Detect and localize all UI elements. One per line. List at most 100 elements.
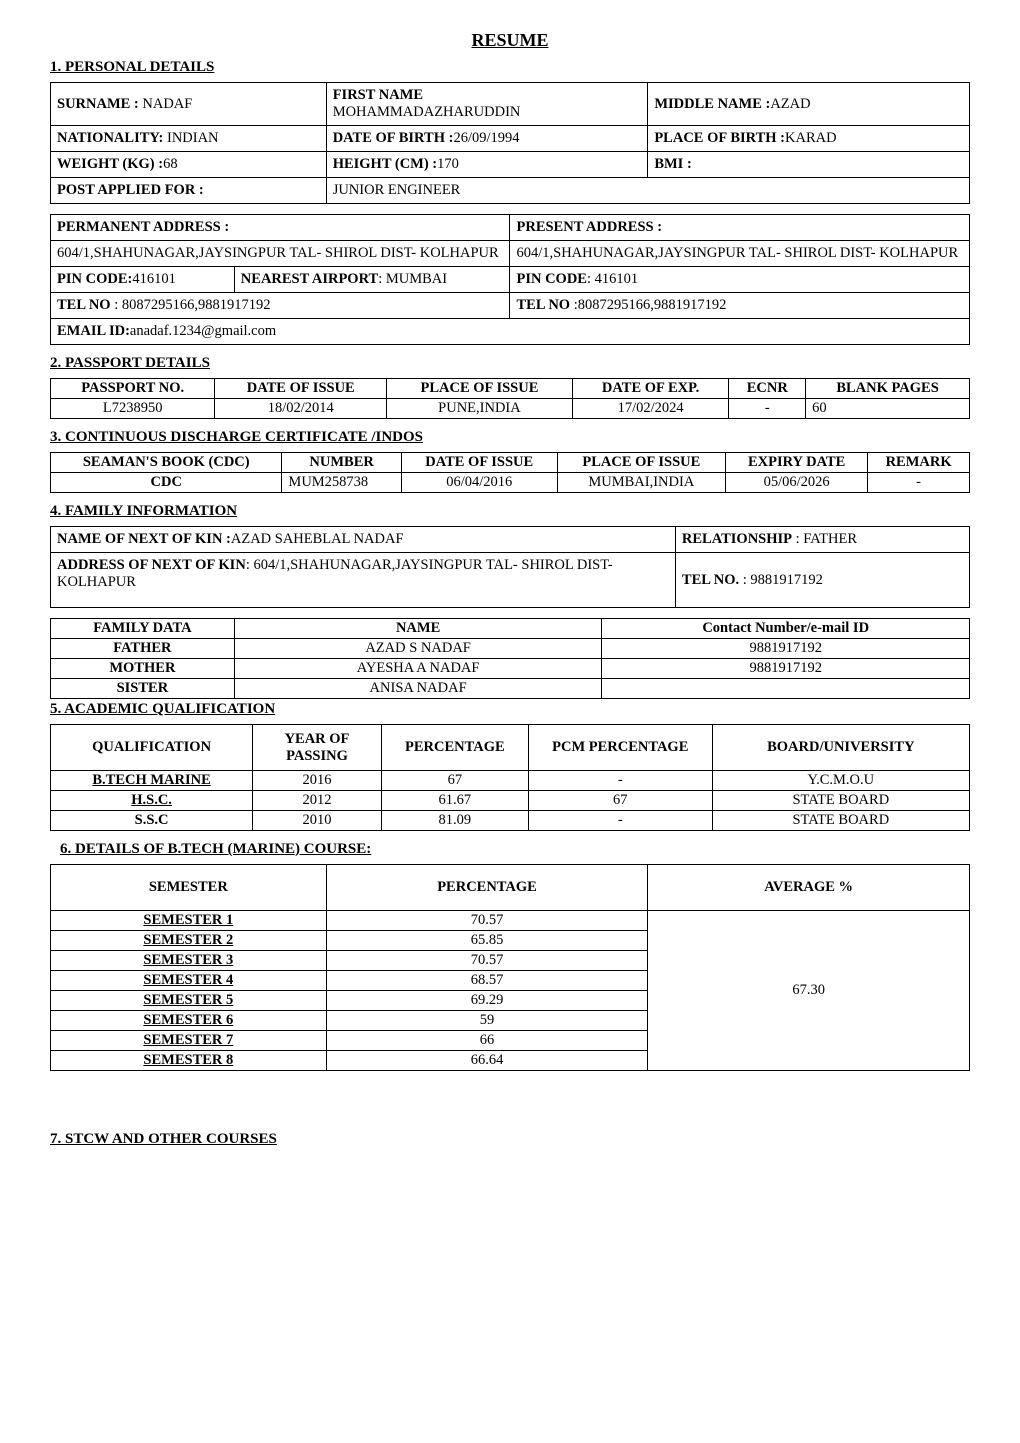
cdc-number: MUM258738 bbox=[282, 473, 401, 493]
sem2-label: SEMESTER 2 bbox=[143, 932, 233, 948]
acad-r2c5: STATE BOARD bbox=[712, 791, 969, 811]
acad-r1c2: 2016 bbox=[253, 771, 382, 791]
tel2-label: TEL NO bbox=[516, 297, 570, 313]
tel1-label: TEL NO bbox=[57, 297, 111, 313]
acad-r2c3: 61.67 bbox=[381, 791, 528, 811]
acad-r1c3: 67 bbox=[381, 771, 528, 791]
acad-h2: YEAR OF PASSING bbox=[253, 725, 382, 771]
family-h1: FAMILY DATA bbox=[51, 619, 235, 639]
personal-table: SURNAME : NADAF FIRST NAMEMOHAMMADAZHARU… bbox=[50, 82, 970, 204]
cdc-table: SEAMAN'S BOOK (CDC) NUMBER DATE OF ISSUE… bbox=[50, 452, 970, 493]
family-h2: NAME bbox=[234, 619, 602, 639]
sem5-label: SEMESTER 5 bbox=[143, 992, 233, 1008]
weight-value: 68 bbox=[163, 156, 178, 172]
acad-r3c2: 2010 bbox=[253, 811, 382, 831]
pincode-label: PIN CODE: bbox=[57, 271, 132, 287]
pob-value: KARAD bbox=[785, 130, 837, 146]
cdc-h3: DATE OF ISSUE bbox=[401, 453, 557, 473]
address-table: PERMANENT ADDRESS : PRESENT ADDRESS : 60… bbox=[50, 214, 970, 345]
passport-h2: DATE OF ISSUE bbox=[215, 379, 387, 399]
family-mother-name: AYESHA A NADAF bbox=[234, 659, 602, 679]
cdc-h6: REMARK bbox=[868, 453, 970, 473]
kin-addr-label: ADDRESS OF NEXT OF KIN bbox=[57, 557, 246, 573]
airport-label: NEAREST AIRPORT bbox=[241, 271, 378, 287]
section-cdc: 3. CONTINUOUS DISCHARGE CERTIFICATE /IND… bbox=[50, 429, 970, 446]
btech-h2: PERCENTAGE bbox=[326, 865, 648, 911]
pres-address-value: 604/1,SHAHUNAGAR,JAYSINGPUR TAL- SHIROL … bbox=[510, 241, 970, 267]
acad-h5: BOARD/UNIVERSITY bbox=[712, 725, 969, 771]
acad-r2c1: H.S.C. bbox=[51, 791, 253, 811]
passport-doe: 17/02/2024 bbox=[572, 399, 729, 419]
cdc-h2: NUMBER bbox=[282, 453, 401, 473]
sem8-label: SEMESTER 8 bbox=[143, 1052, 233, 1068]
sem6-pct: 59 bbox=[326, 1011, 648, 1031]
dob-label: DATE OF BIRTH : bbox=[333, 130, 454, 146]
dob-value: 26/09/1994 bbox=[453, 130, 519, 146]
cdc-poi: MUMBAI,INDIA bbox=[557, 473, 726, 493]
family-sister-contact bbox=[602, 679, 970, 699]
acad-r3c1: S.S.C bbox=[51, 811, 253, 831]
sem4-label: SEMESTER 4 bbox=[143, 972, 233, 988]
kin-rel-value: : FATHER bbox=[792, 531, 857, 547]
sem2-pct: 65.85 bbox=[326, 931, 648, 951]
family-father-contact: 9881917192 bbox=[602, 639, 970, 659]
sem4-pct: 68.57 bbox=[326, 971, 648, 991]
cdc-doi: 06/04/2016 bbox=[401, 473, 557, 493]
sem7-pct: 66 bbox=[326, 1031, 648, 1051]
passport-no: L7238950 bbox=[51, 399, 215, 419]
section-academic: 5. ACADEMIC QUALIFICATION bbox=[50, 701, 970, 718]
kin-name-value: AZAD SAHEBLAL NADAF bbox=[231, 531, 404, 547]
kin-name-label: NAME OF NEXT OF KIN : bbox=[57, 531, 231, 547]
acad-h3: PERCENTAGE bbox=[381, 725, 528, 771]
acad-r3c4: - bbox=[528, 811, 712, 831]
cdc-remark: - bbox=[868, 473, 970, 493]
sem6-label: SEMESTER 6 bbox=[143, 1012, 233, 1028]
passport-h4: DATE OF EXP. bbox=[572, 379, 729, 399]
passport-h1: PASSPORT NO. bbox=[51, 379, 215, 399]
acad-r1c5: Y.C.M.O.U bbox=[712, 771, 969, 791]
cdc-h5: EXPIRY DATE bbox=[726, 453, 868, 473]
sem3-pct: 70.57 bbox=[326, 951, 648, 971]
sem1-label: SEMESTER 1 bbox=[143, 912, 233, 928]
passport-ecnr: - bbox=[729, 399, 806, 419]
btech-table: SEMESTER PERCENTAGE AVERAGE % SEMESTER 1… bbox=[50, 864, 970, 1071]
family-father-name: AZAD S NADAF bbox=[234, 639, 602, 659]
passport-poi: PUNE,INDIA bbox=[387, 399, 573, 419]
acad-r2c4: 67 bbox=[528, 791, 712, 811]
acad-r1c4: - bbox=[528, 771, 712, 791]
kin-tel-value: : 9881917192 bbox=[739, 572, 823, 588]
passport-table: PASSPORT NO. DATE OF ISSUE PLACE OF ISSU… bbox=[50, 378, 970, 419]
acad-r1c1: B.TECH MARINE bbox=[51, 771, 253, 791]
passport-h5: ECNR bbox=[729, 379, 806, 399]
perm-address-value: 604/1,SHAHUNAGAR,JAYSINGPUR TAL- SHIROL … bbox=[51, 241, 510, 267]
surname-label: SURNAME : bbox=[57, 96, 139, 112]
acad-r2c2: 2012 bbox=[253, 791, 382, 811]
pincode2-label: PIN CODE bbox=[516, 271, 587, 287]
post-value: JUNIOR ENGINEER bbox=[326, 178, 969, 204]
passport-h3: PLACE OF ISSUE bbox=[387, 379, 573, 399]
section-stcw: 7. STCW AND OTHER COURSES bbox=[50, 1131, 970, 1148]
family-father-label: FATHER bbox=[51, 639, 235, 659]
surname-value: NADAF bbox=[139, 96, 193, 112]
family-mother-label: MOTHER bbox=[51, 659, 235, 679]
pincode2-value: : 416101 bbox=[587, 271, 638, 287]
height-value: 170 bbox=[437, 156, 459, 172]
pincode-value: 416101 bbox=[132, 271, 176, 287]
sem1-pct: 70.57 bbox=[326, 911, 648, 931]
email-value: anadaf.1234@gmail.com bbox=[130, 323, 276, 339]
tel1-value: : 8087295166,9881917192 bbox=[111, 297, 271, 313]
pob-label: PLACE OF BIRTH : bbox=[654, 130, 785, 146]
passport-h6: BLANK PAGES bbox=[806, 379, 970, 399]
weight-label: WEIGHT (KG) : bbox=[57, 156, 163, 172]
page-title: RESUME bbox=[50, 30, 970, 51]
post-label: POST APPLIED FOR : bbox=[57, 182, 204, 198]
kin-rel-label: RELATIONSHIP bbox=[682, 531, 792, 547]
perm-address-label: PERMANENT ADDRESS : bbox=[57, 219, 229, 235]
section-family: 4. FAMILY INFORMATION bbox=[50, 503, 970, 520]
sem3-label: SEMESTER 3 bbox=[143, 952, 233, 968]
middlename-value: AZAD bbox=[770, 96, 810, 112]
section-btech: 6. DETAILS OF B.TECH (MARINE) COURSE: bbox=[50, 841, 970, 858]
section-personal: 1. PERSONAL DETAILS bbox=[50, 59, 970, 76]
family-h3: Contact Number/e-mail ID bbox=[602, 619, 970, 639]
acad-h1: QUALIFICATION bbox=[51, 725, 253, 771]
